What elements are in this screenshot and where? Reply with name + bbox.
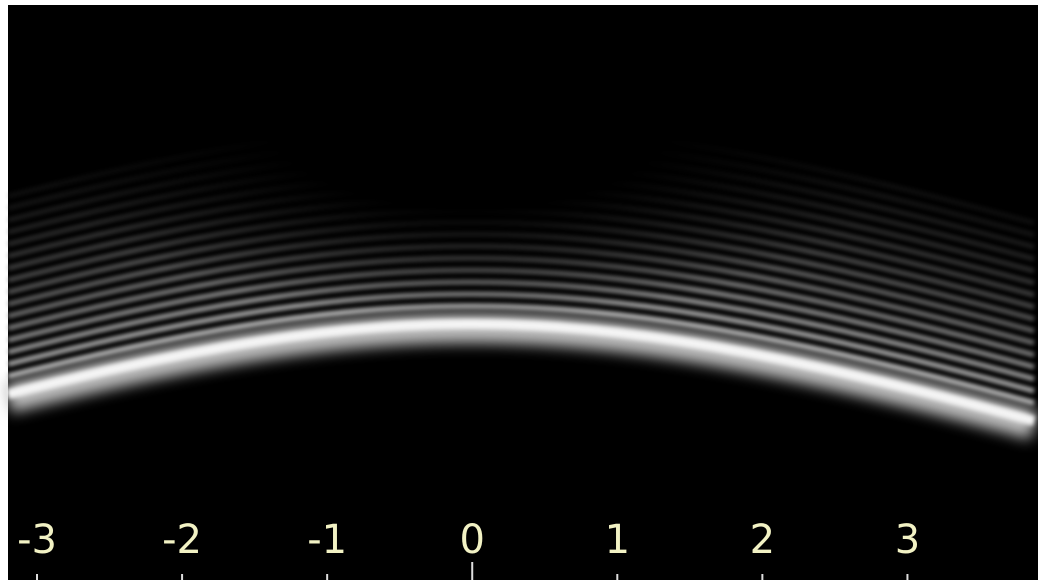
ring	[7, 255, 1035, 358]
x-tick-label: 3	[895, 517, 920, 563]
x-tick-label: 1	[605, 517, 630, 563]
ring	[7, 231, 1035, 334]
ring	[7, 267, 1035, 370]
ring	[7, 183, 1035, 286]
ring	[7, 207, 1035, 310]
ring	[7, 243, 1035, 346]
ring	[7, 303, 1035, 406]
ring	[7, 195, 1035, 298]
ring	[7, 123, 1035, 226]
x-axis: -3 -2 -1 0 1 2 3	[17, 517, 920, 580]
scan-background	[8, 5, 1038, 580]
ring	[7, 219, 1035, 322]
hyperbola-core	[6, 319, 1036, 426]
x-tick-label: 0	[459, 517, 484, 563]
x-tick-label: -3	[17, 517, 57, 563]
ring	[7, 291, 1035, 394]
ring	[7, 159, 1035, 262]
x-tick-label: -1	[307, 517, 347, 563]
ring	[7, 135, 1035, 238]
x-tick-label: -2	[162, 517, 202, 563]
ring	[7, 171, 1035, 274]
reflection-rings	[7, 123, 1035, 406]
x-tick-label: 2	[750, 517, 775, 563]
hyperbola	[4, 313, 1038, 440]
ring	[7, 147, 1035, 250]
ring	[7, 279, 1035, 382]
